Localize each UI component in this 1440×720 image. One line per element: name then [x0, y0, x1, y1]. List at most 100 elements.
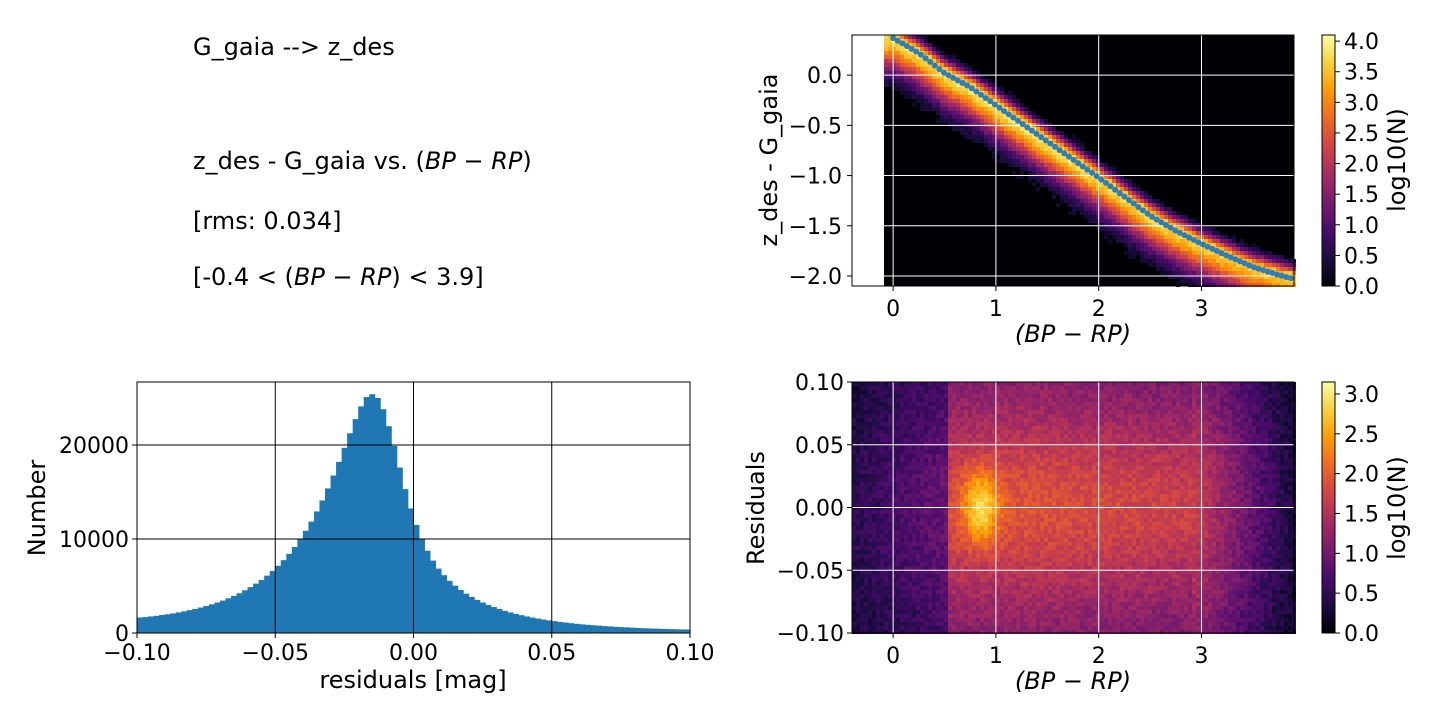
residuals-density-cell	[948, 582, 952, 586]
histogram-bar	[264, 575, 271, 633]
residuals-density-cell	[884, 554, 888, 558]
transform-density-cell	[892, 39, 896, 43]
transform-density-cell	[940, 59, 944, 63]
residuals-density-cell	[1024, 410, 1028, 414]
residuals-density-cell	[992, 430, 996, 434]
residuals-density-cell	[1028, 546, 1032, 550]
residuals-density-cell	[964, 458, 968, 462]
residuals-density-cell	[964, 442, 968, 446]
transform-density-cell	[1156, 243, 1160, 247]
transform-density-cell	[1160, 239, 1164, 243]
residuals-density-cell	[860, 570, 864, 574]
residuals-density-cell	[964, 382, 968, 386]
residuals-density-cell	[868, 558, 872, 562]
transform-density-cell	[884, 55, 888, 59]
transform-density-cell	[936, 111, 940, 115]
residuals-density-cell	[932, 422, 936, 426]
residuals-density-cell	[952, 438, 956, 442]
residuals-density-cell	[884, 414, 888, 418]
residuals-density-cell	[968, 406, 972, 410]
residuals-density-cell	[896, 422, 900, 426]
residuals-density-cell	[960, 462, 964, 466]
transform-density-cell	[892, 59, 896, 63]
residuals-density-cell	[880, 526, 884, 530]
transform-density-cell	[1012, 143, 1016, 147]
residuals-density-cell	[888, 494, 892, 498]
transform-density-cell	[1004, 119, 1008, 123]
residuals-density-cell	[912, 610, 916, 614]
transform-density-cell	[1132, 211, 1136, 215]
residuals-density-cell	[952, 558, 956, 562]
residuals-density-cell	[952, 530, 956, 534]
residuals-density-cell	[956, 482, 960, 486]
residuals-density-cell	[1000, 594, 1004, 598]
transform-density-cell	[928, 67, 932, 71]
residuals-density-cell	[996, 442, 1000, 446]
transform-density-cell	[940, 55, 944, 59]
residuals-density-cell	[872, 434, 876, 438]
transform-density-cell	[1072, 147, 1076, 151]
transform-density-cell	[912, 83, 916, 87]
residuals-density-cell	[1044, 526, 1048, 530]
transform-density-cell	[1072, 191, 1076, 195]
residuals-density-cell	[892, 558, 896, 562]
residuals-density-cell	[904, 554, 908, 558]
transform-density-cell	[1084, 211, 1088, 215]
residuals-density-cell	[864, 390, 868, 394]
residuals-density-cell	[884, 462, 888, 466]
transform-density-cell	[1236, 279, 1240, 283]
residuals-density-cell	[1008, 578, 1012, 582]
residuals-density-cell	[936, 418, 940, 422]
residuals-density-cell	[980, 630, 984, 634]
residuals-density-cell	[892, 386, 896, 390]
residuals-density-cell	[928, 430, 932, 434]
transform-density-cell	[1224, 271, 1228, 275]
residuals-density-cell	[912, 418, 916, 422]
residuals-density-cell	[1008, 462, 1012, 466]
transform-density-cell	[888, 63, 892, 67]
transform-density-cell	[1100, 199, 1104, 203]
residuals-density-cell	[916, 426, 920, 430]
transform-density-cell	[1256, 263, 1260, 267]
residuals-density-cell	[880, 398, 884, 402]
residuals-density-cell	[924, 622, 928, 626]
residuals-density-cell	[1016, 458, 1020, 462]
residuals-density-cell	[900, 594, 904, 598]
residuals-density-cell	[996, 578, 1000, 582]
residuals-density-cell	[936, 498, 940, 502]
transform-density-cell	[960, 75, 964, 79]
residuals-density-cell	[916, 514, 920, 518]
residuals-density-cell	[964, 602, 968, 606]
residuals-density-cell	[1000, 618, 1004, 622]
transform-density-cell	[1128, 187, 1132, 191]
residuals-density-cell	[940, 410, 944, 414]
residuals-density-cell	[900, 530, 904, 534]
residuals-density-cell	[992, 454, 996, 458]
transform-density-cell	[1196, 267, 1200, 271]
transform-density-cell	[996, 91, 1000, 95]
residuals-density-cell	[1012, 482, 1016, 486]
residuals-density-cell	[1040, 494, 1044, 498]
residuals-density-cell	[992, 538, 996, 542]
residuals-density-cell	[952, 598, 956, 602]
residuals-density-cell	[872, 562, 876, 566]
residuals-density-cell	[908, 526, 912, 530]
residuals-density-cell	[1020, 574, 1024, 578]
residuals-density-cell	[992, 406, 996, 410]
histogram-bar	[667, 629, 674, 633]
residuals-density-cell	[984, 410, 988, 414]
residuals-density-cell	[888, 486, 892, 490]
residuals-density-cell	[908, 478, 912, 482]
residuals-density-cell	[868, 402, 872, 406]
transform-density-cell	[976, 131, 980, 135]
transform-density-cell	[1040, 151, 1044, 155]
residuals-density-cell	[892, 606, 896, 610]
residuals-density-cell	[888, 606, 892, 610]
residuals-density-cell	[864, 386, 868, 390]
histogram-ytick-label: 20000	[59, 434, 129, 459]
fit-description-prefix: z_des - G_gaia vs. (	[193, 147, 425, 175]
transform-density-cell	[1056, 131, 1060, 135]
transform-density-cell	[1288, 259, 1292, 263]
transform-density-cell	[920, 107, 924, 111]
